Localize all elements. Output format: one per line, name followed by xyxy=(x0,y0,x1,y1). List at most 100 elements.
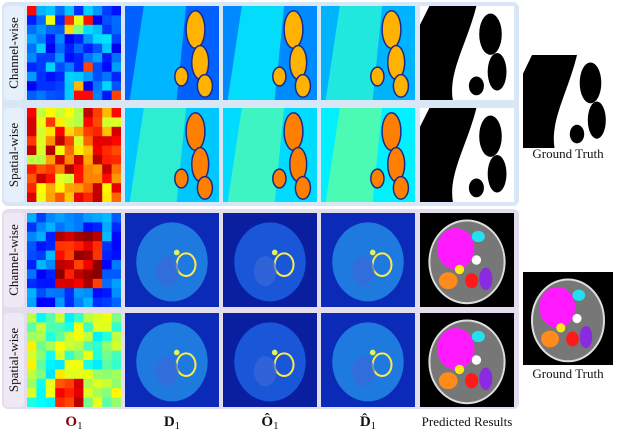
heat-block xyxy=(112,183,122,193)
heat-block xyxy=(83,398,93,408)
heat-block xyxy=(83,183,93,193)
heat-block xyxy=(55,251,65,261)
heat-block xyxy=(65,351,75,361)
heat-block xyxy=(46,155,56,165)
heat-block xyxy=(93,183,103,193)
heat-block xyxy=(83,25,93,35)
heat-block xyxy=(93,222,103,232)
heat-block xyxy=(93,127,103,137)
heat-block xyxy=(74,155,84,165)
heat-block xyxy=(46,241,56,251)
heat-block xyxy=(93,379,103,389)
heat-block xyxy=(93,6,103,16)
heat-block xyxy=(36,360,46,370)
heat-block xyxy=(102,44,112,54)
heat-block xyxy=(83,81,93,91)
heat-block xyxy=(93,369,103,379)
heat-block xyxy=(83,193,93,203)
heat-block xyxy=(93,322,103,332)
heat-block xyxy=(27,322,37,332)
heat-block xyxy=(36,72,46,82)
heat-block xyxy=(55,398,65,408)
heat-block xyxy=(65,269,75,279)
heat-block xyxy=(55,174,65,184)
heat-block xyxy=(102,269,112,279)
heat-block xyxy=(74,360,84,370)
heat-block xyxy=(65,62,75,72)
heat-block xyxy=(83,241,93,251)
organ xyxy=(465,273,478,288)
heat-block xyxy=(36,369,46,379)
heat-block xyxy=(65,53,75,63)
row-label: Channel-wise xyxy=(6,224,21,296)
column-label: D1 xyxy=(164,414,180,432)
heat-block xyxy=(36,222,46,232)
heat-block xyxy=(112,360,122,370)
heat-block xyxy=(55,313,65,323)
heat-block xyxy=(112,379,122,389)
segment xyxy=(175,67,188,86)
heat-block xyxy=(55,222,65,232)
segment xyxy=(371,67,384,86)
heat-block xyxy=(102,379,112,389)
heat-block xyxy=(55,155,65,165)
heat-block xyxy=(65,174,75,184)
heat-block xyxy=(112,313,122,323)
heat-block xyxy=(36,136,46,146)
heat-block xyxy=(65,279,75,289)
heat-block xyxy=(27,241,37,251)
mask xyxy=(588,102,606,139)
heat-block xyxy=(74,44,84,54)
heat-block xyxy=(93,260,103,270)
heat-block xyxy=(83,155,93,165)
image-cell xyxy=(523,272,613,365)
heat-block xyxy=(27,279,37,289)
heat-block xyxy=(55,81,65,91)
heat-block xyxy=(46,174,56,184)
heat-block xyxy=(102,351,112,361)
heat-block xyxy=(83,360,93,370)
heat-block xyxy=(102,155,112,165)
organ xyxy=(472,331,485,342)
heat-block xyxy=(102,313,112,323)
heat-block xyxy=(36,332,46,342)
heat-block xyxy=(93,332,103,342)
heat-block xyxy=(27,193,37,203)
heat-block xyxy=(55,288,65,298)
heat-block xyxy=(74,288,84,298)
organ xyxy=(556,323,565,332)
heat-block xyxy=(83,341,93,351)
heat-block xyxy=(27,398,37,408)
heat-block xyxy=(55,279,65,289)
organ xyxy=(580,326,593,348)
heat-block xyxy=(55,341,65,351)
heat-block xyxy=(27,108,37,118)
heat-block xyxy=(83,72,93,82)
heat-block xyxy=(55,269,65,279)
heat-block xyxy=(36,232,46,242)
heat-block xyxy=(93,15,103,25)
heat-block xyxy=(102,15,112,25)
heat-block xyxy=(112,351,122,361)
heat-block xyxy=(74,351,84,361)
segment xyxy=(295,75,310,98)
heat-block xyxy=(27,155,37,165)
heat-block xyxy=(83,174,93,184)
heat-block xyxy=(27,232,37,242)
heat-block xyxy=(93,174,103,184)
heat-block xyxy=(112,15,122,25)
heat-block xyxy=(65,360,75,370)
organ xyxy=(539,287,575,328)
heat-block xyxy=(112,72,122,82)
heat-block xyxy=(36,288,46,298)
mask xyxy=(488,53,507,91)
heat-block xyxy=(36,193,46,203)
heat-block xyxy=(46,351,56,361)
segment xyxy=(186,11,205,49)
heat-block xyxy=(36,34,46,44)
column-subscript: 1 xyxy=(371,420,377,432)
heat-block xyxy=(65,25,75,35)
heat-block xyxy=(102,193,112,203)
heat-block xyxy=(112,62,122,72)
heat-block xyxy=(93,117,103,127)
